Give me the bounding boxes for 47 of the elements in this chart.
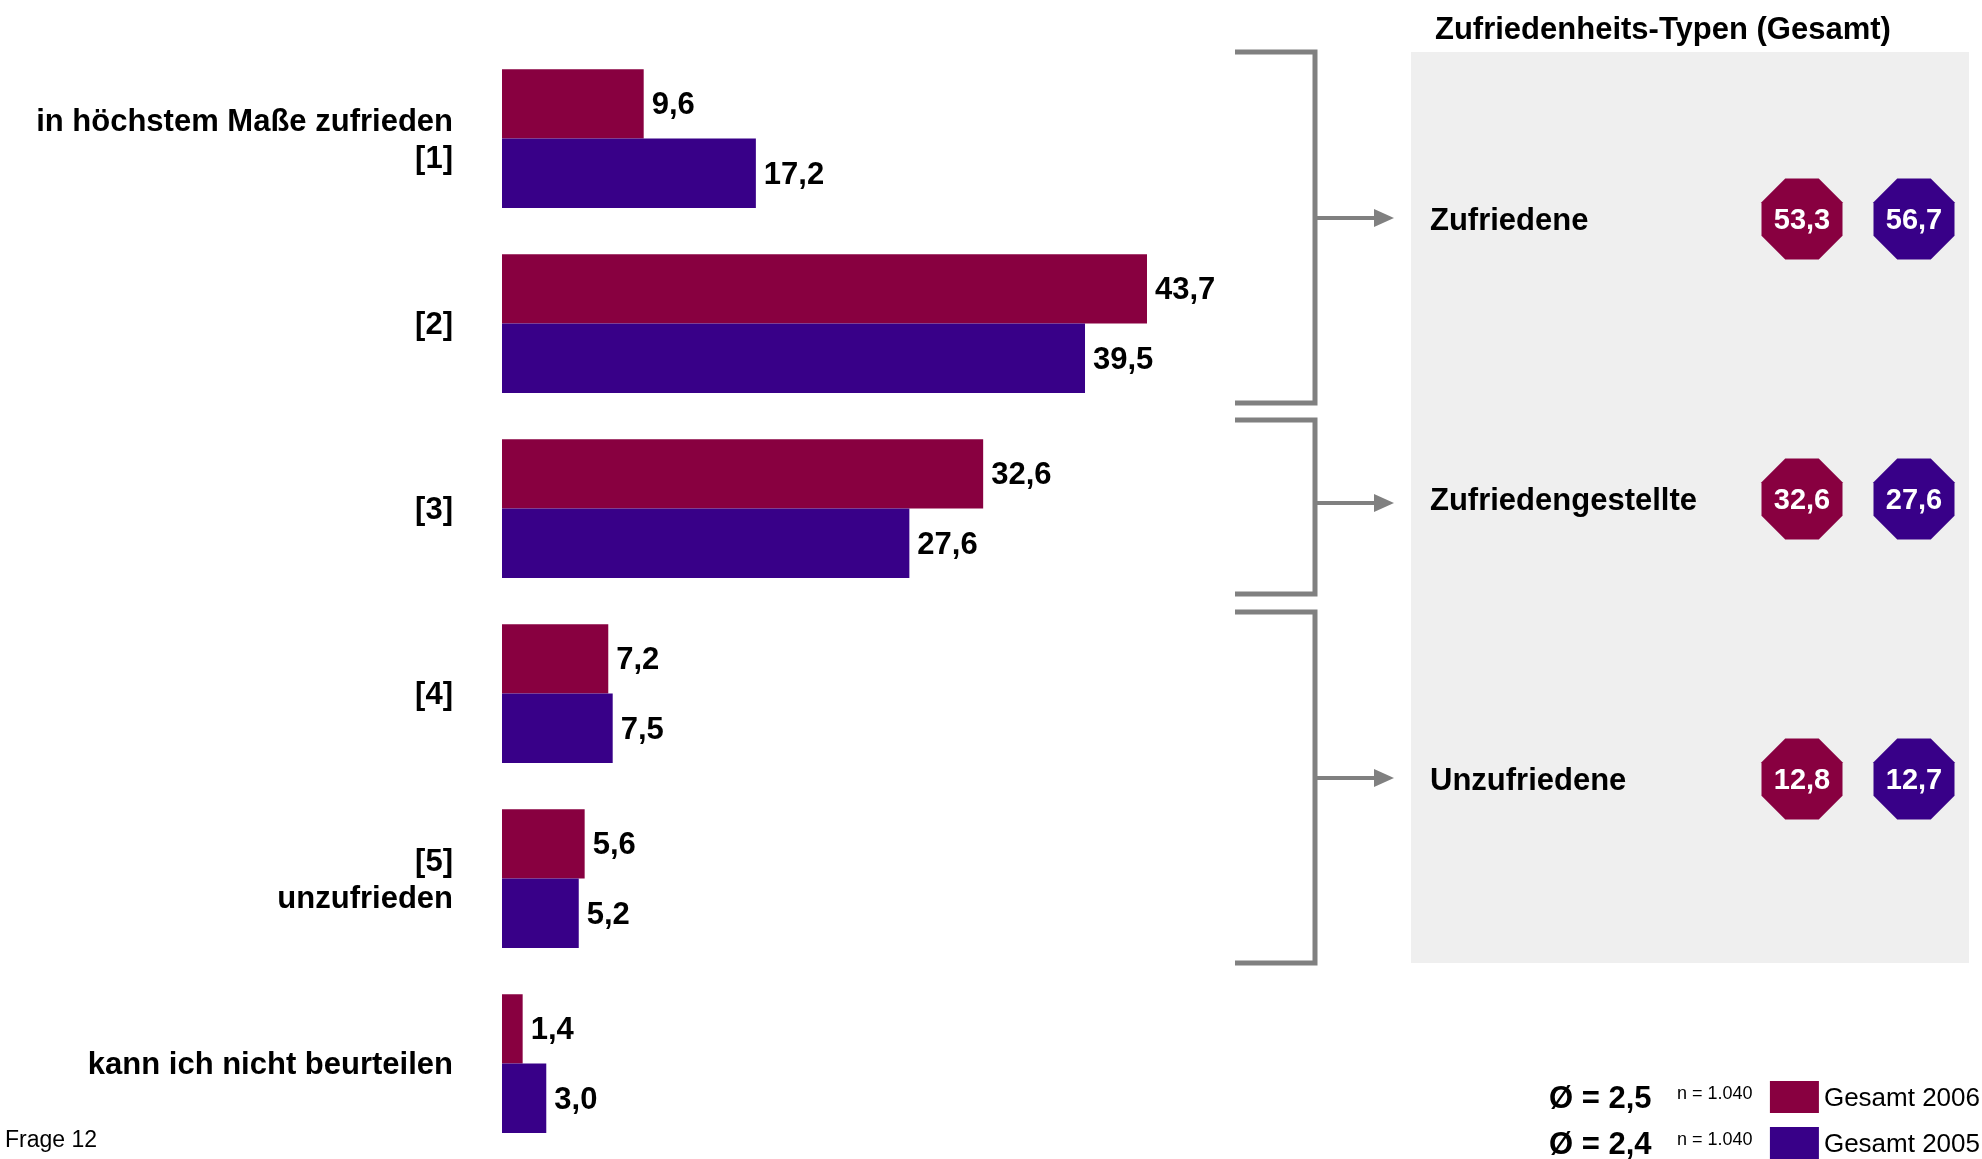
text: n = 1.040 <box>1677 1129 1753 1149</box>
text: Ø = 2,4 <box>1549 1125 1653 1159</box>
legend-label: Gesamt 2005 <box>1823 1128 1980 1158</box>
bar <box>502 439 984 509</box>
y-tick-label: [3] <box>415 491 453 526</box>
bar <box>502 878 579 948</box>
data-label: 1,4 <box>530 1011 575 1047</box>
data-label: 32,6 <box>991 456 1052 492</box>
data-label: 53,3 <box>1773 203 1831 235</box>
data-label: 56,7 <box>1885 203 1943 235</box>
data-label: 5,6 <box>592 826 636 862</box>
data-label: 5,2 <box>586 895 630 931</box>
y-tick-label: [5] unzufrieden <box>277 842 453 915</box>
bar <box>502 994 523 1064</box>
text: n = 1.040 <box>1677 1083 1753 1103</box>
data-label: 32,6 <box>1773 483 1831 515</box>
y-tick-label: in höchstem Maße zufrieden [1] <box>36 102 453 175</box>
bar <box>502 809 585 879</box>
bar <box>502 508 910 578</box>
data-label: 3,0 <box>554 1080 598 1116</box>
bar <box>502 624 609 694</box>
text: Frage 12 <box>5 1126 98 1152</box>
bar <box>502 1063 547 1133</box>
y-tick-label: [2] <box>415 306 453 341</box>
data-label: 7,5 <box>620 710 664 746</box>
category-label: Zufriedene <box>1430 201 1589 237</box>
text: Zufriedenheits-Typen (Gesamt) <box>1435 11 1891 46</box>
bar <box>502 69 644 139</box>
category-label: Zufriedengestellte <box>1430 481 1697 517</box>
data-label: 39,5 <box>1093 340 1154 376</box>
category-label: Unzufriedene <box>1430 761 1627 797</box>
data-label: 17,2 <box>763 155 825 191</box>
data-label: 27,6 <box>1885 483 1943 515</box>
data-label: 12,7 <box>1885 763 1943 795</box>
data-label: 9,6 <box>651 86 695 122</box>
data-label: 12,8 <box>1773 763 1831 795</box>
y-tick-label: kann ich nicht beurteilen <box>87 1046 453 1081</box>
bar <box>502 693 613 763</box>
text: Ø = 2,5 <box>1549 1079 1652 1115</box>
bar <box>502 323 1086 393</box>
y-tick-label: [4] <box>415 676 453 711</box>
data-label: 7,2 <box>616 641 660 677</box>
bar <box>502 138 756 208</box>
data-label: 43,7 <box>1155 271 1216 307</box>
bar <box>502 254 1147 324</box>
data-label: 27,6 <box>917 525 978 561</box>
legend-label: Gesamt 2006 <box>1823 1082 1980 1112</box>
